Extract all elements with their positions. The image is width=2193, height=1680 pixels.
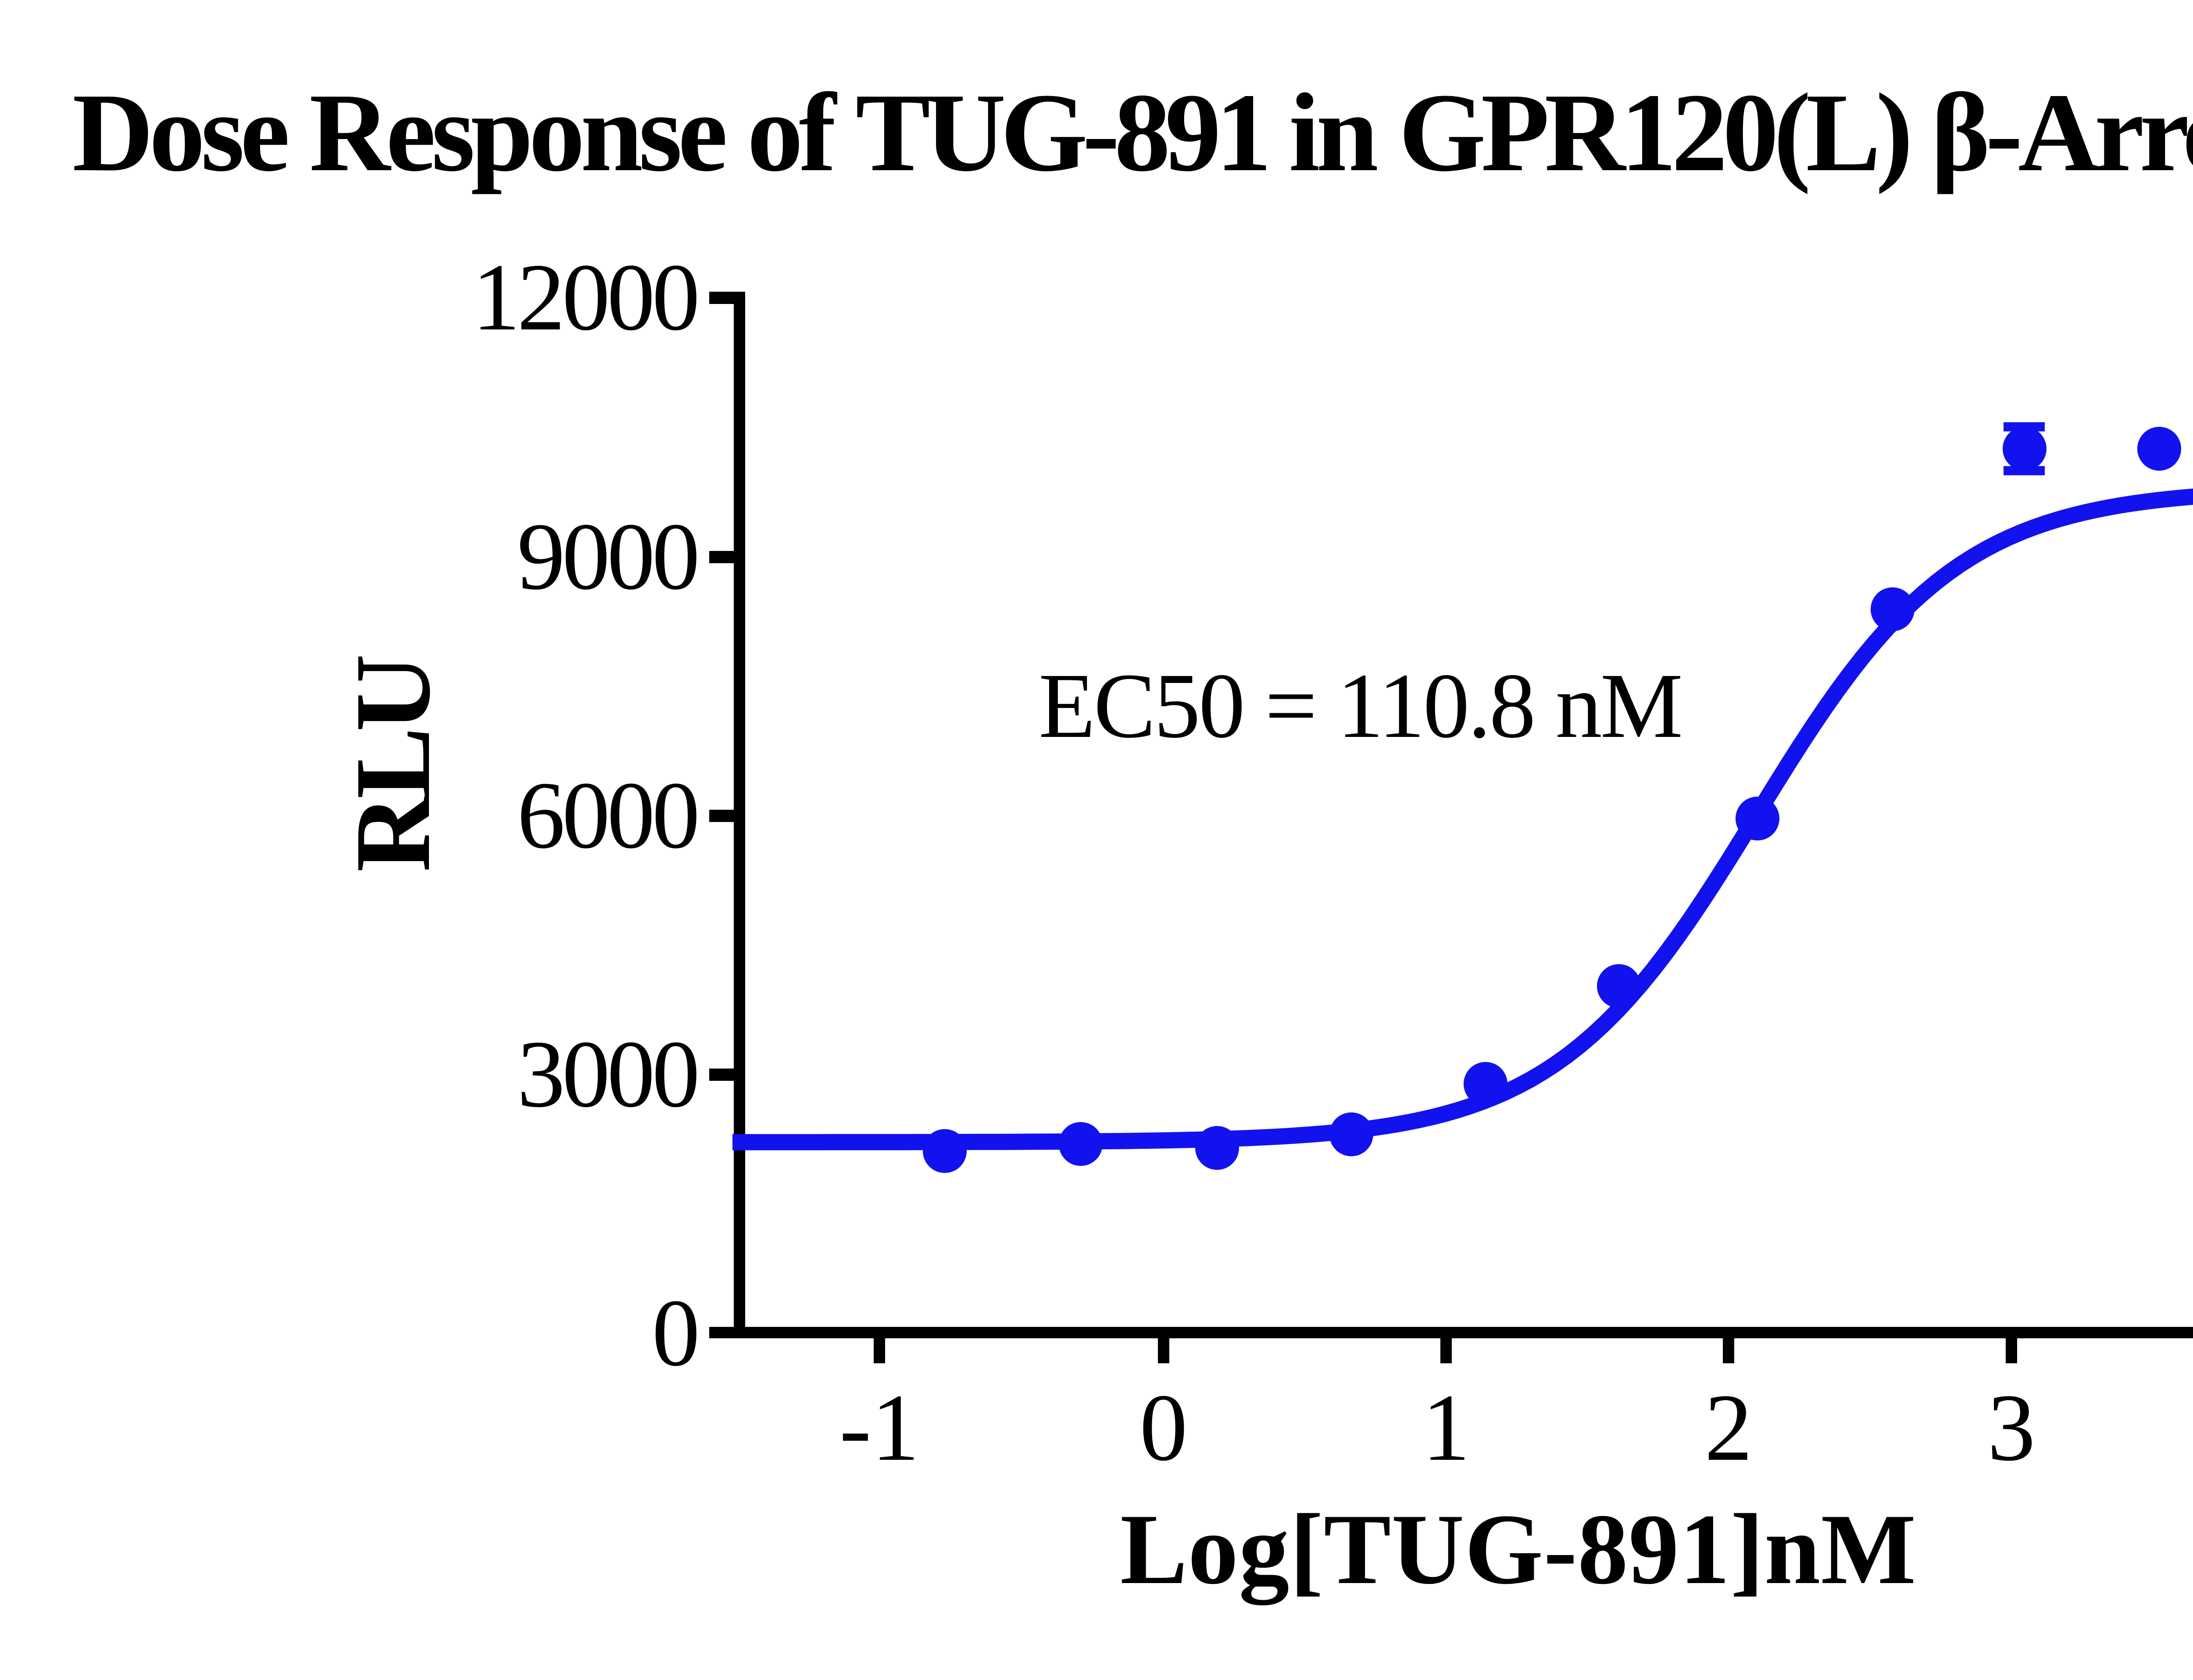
svg-text:6000: 6000 <box>517 762 697 869</box>
svg-text:0: 0 <box>1139 1375 1188 1481</box>
svg-text:EC50 = 110.8 nM: EC50 = 110.8 nM <box>1039 654 1681 757</box>
svg-text:1: 1 <box>1422 1375 1470 1481</box>
svg-text:9000: 9000 <box>517 504 697 610</box>
svg-text:3: 3 <box>1987 1375 2036 1481</box>
svg-text:3000: 3000 <box>517 1021 697 1127</box>
svg-text:Dose Response of TUG-891 in GP: Dose Response of TUG-891 in GPR120(L) β-… <box>72 71 2193 195</box>
svg-text:RLU: RLU <box>333 656 453 872</box>
svg-text:2: 2 <box>1704 1375 1753 1481</box>
svg-text:0: 0 <box>652 1280 697 1386</box>
svg-text:-1: -1 <box>839 1375 919 1481</box>
svg-text:12000: 12000 <box>472 244 697 350</box>
svg-text:Log[TUG-891]nM: Log[TUG-891]nM <box>1120 1493 1917 1605</box>
